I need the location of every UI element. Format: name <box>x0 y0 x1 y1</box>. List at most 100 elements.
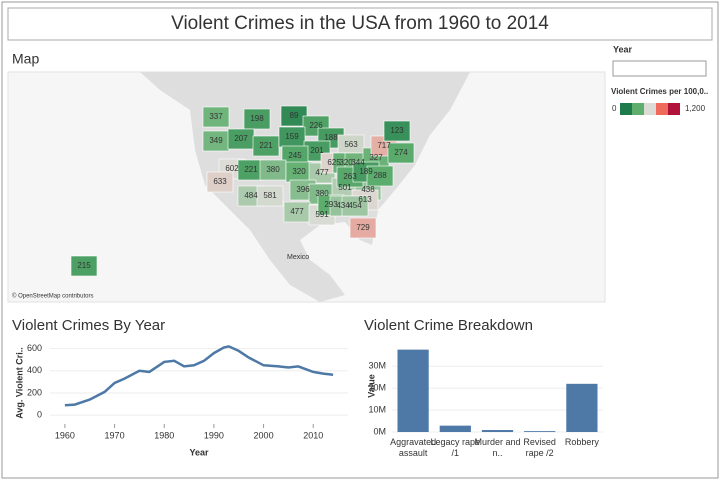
y-tick-label: 400 <box>27 365 42 375</box>
state-label: 591 <box>315 210 329 219</box>
x-axis-title: Year <box>189 447 209 457</box>
bar <box>524 431 556 432</box>
state-label: 438 <box>361 185 375 194</box>
state-label: 454 <box>348 201 362 210</box>
y-tick-label: 600 <box>27 343 42 353</box>
x-tick-label: 2010 <box>303 430 323 440</box>
x-tick-label: Murder and n.. <box>474 437 521 458</box>
legend-swatch <box>644 103 656 115</box>
x-tick-label: 1970 <box>105 430 125 440</box>
place-label: Mexico <box>287 254 309 261</box>
state-label: 207 <box>234 134 248 143</box>
chart-title: Violent Crimes By Year <box>12 317 165 334</box>
state-label: 729 <box>356 223 370 232</box>
state-label: 245 <box>288 151 302 160</box>
state-region <box>70 255 98 277</box>
state-region <box>383 120 411 142</box>
legend-max: 1,200 <box>685 104 706 113</box>
state-label: 320 <box>339 158 353 167</box>
y-tick-label: 200 <box>27 387 42 397</box>
legend-swatch <box>620 103 632 115</box>
state-label: 484 <box>244 191 258 200</box>
map-credit: © OpenStreetMap contributors <box>12 293 93 300</box>
state-region <box>341 195 369 217</box>
state-label: 625 <box>327 158 341 167</box>
bar <box>439 425 471 432</box>
state-label: 717 <box>377 141 391 150</box>
state-label: 89 <box>290 111 299 120</box>
bar <box>397 349 429 432</box>
state-label: 288 <box>373 171 387 180</box>
state-label: 198 <box>250 114 264 123</box>
state-label: 349 <box>209 136 223 145</box>
y-tick-label: 0M <box>373 426 386 436</box>
state-label: 380 <box>266 165 280 174</box>
map-title: Map <box>12 51 39 67</box>
state-label: 327 <box>369 153 383 162</box>
state-label: 563 <box>344 140 358 149</box>
legend-swatch <box>632 103 644 115</box>
state-label: 501 <box>338 183 352 192</box>
state-label: 344 <box>351 158 365 167</box>
legend-swatch <box>656 103 668 115</box>
state-label: 477 <box>315 168 329 177</box>
line <box>64 345 334 407</box>
state-region <box>206 171 234 193</box>
state-label: 274 <box>394 148 408 157</box>
y-axis-title: Value <box>366 374 376 398</box>
legend-min: 0 <box>612 104 617 113</box>
state-label: 123 <box>390 126 404 135</box>
x-tick-label: 2000 <box>254 430 274 440</box>
state-label: 221 <box>244 165 258 174</box>
state-label: 602 <box>225 164 239 173</box>
x-tick-label: 1960 <box>55 430 75 440</box>
y-tick-label: 0 <box>37 410 42 420</box>
state-label: 380 <box>315 189 329 198</box>
state-label: 263 <box>343 172 357 181</box>
state-label: 188 <box>324 133 338 142</box>
state-label: 293 <box>324 200 338 209</box>
legend-swatch <box>668 103 680 115</box>
x-tick-label: Legacy rape /1 <box>430 437 481 458</box>
x-tick-label: Aggravated assault <box>390 437 437 458</box>
x-tick-label: Revised rape /2 <box>523 437 556 458</box>
x-tick-label: Robbery <box>564 437 599 447</box>
state-label: 633 <box>213 177 227 186</box>
chart-title: Violent Crime Breakdown <box>364 317 533 334</box>
state-label: 337 <box>209 112 223 121</box>
legend-title: Violent Crimes per 100,0.. <box>611 87 708 96</box>
state-label: 226 <box>309 121 323 130</box>
state-label: 581 <box>263 191 277 200</box>
state-label: 613 <box>358 195 372 204</box>
state-label: 189 <box>359 167 373 176</box>
state-label: 477 <box>290 207 304 216</box>
title-box <box>7 7 713 41</box>
state-region <box>366 165 394 187</box>
state-label: 320 <box>292 167 306 176</box>
bar <box>481 430 514 432</box>
year-input[interactable] <box>612 60 707 77</box>
state-label: 434 <box>336 201 350 210</box>
state-region <box>256 185 284 207</box>
filter-label: Year <box>613 44 633 54</box>
x-tick-label: 1990 <box>204 430 224 440</box>
state-region <box>202 106 230 128</box>
x-tick-label: 1980 <box>154 430 174 440</box>
state-label: 221 <box>259 141 273 150</box>
dashboard-title: Violent Crimes in the USA from 1960 to 2… <box>171 13 549 34</box>
y-tick-label: 10M <box>368 404 386 414</box>
state-label: 215 <box>77 261 91 270</box>
state-region <box>243 108 271 130</box>
state-label: 159 <box>285 132 299 141</box>
y-axis-title: Avg. Violent Cri.. <box>14 347 24 419</box>
bar <box>566 383 598 432</box>
state-region <box>349 217 377 239</box>
y-tick-label: 30M <box>368 361 386 371</box>
state-label: 201 <box>310 146 324 155</box>
y-tick-label: 20M <box>368 383 386 393</box>
state-region <box>387 142 415 164</box>
